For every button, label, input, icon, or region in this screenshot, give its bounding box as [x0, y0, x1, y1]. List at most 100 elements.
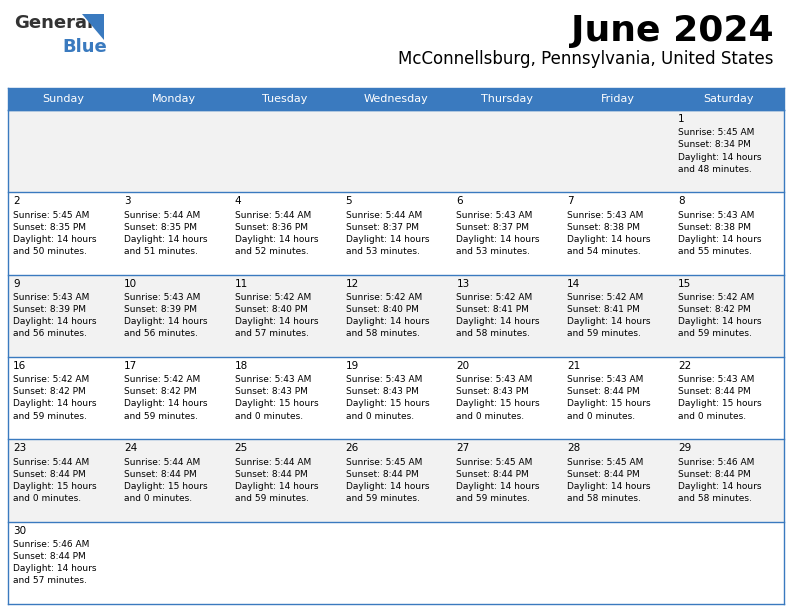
- Text: Sunrise: 5:43 AM: Sunrise: 5:43 AM: [234, 375, 311, 384]
- Text: and 0 minutes.: and 0 minutes.: [456, 412, 524, 420]
- Text: Daylight: 14 hours: Daylight: 14 hours: [678, 317, 762, 326]
- Text: Sunset: 8:43 PM: Sunset: 8:43 PM: [345, 387, 418, 397]
- Text: Daylight: 14 hours: Daylight: 14 hours: [124, 400, 208, 408]
- Text: and 57 minutes.: and 57 minutes.: [234, 329, 309, 338]
- Text: and 53 minutes.: and 53 minutes.: [456, 247, 531, 256]
- Text: Daylight: 14 hours: Daylight: 14 hours: [678, 152, 762, 162]
- Text: Sunrise: 5:44 AM: Sunrise: 5:44 AM: [234, 458, 311, 466]
- Text: Daylight: 15 hours: Daylight: 15 hours: [345, 400, 429, 408]
- Text: Daylight: 14 hours: Daylight: 14 hours: [234, 235, 318, 244]
- Text: Sunrise: 5:42 AM: Sunrise: 5:42 AM: [234, 293, 311, 302]
- Text: 9: 9: [13, 278, 20, 289]
- Text: June 2024: June 2024: [571, 14, 774, 48]
- Text: and 58 minutes.: and 58 minutes.: [567, 494, 642, 503]
- Text: and 53 minutes.: and 53 minutes.: [345, 247, 420, 256]
- Text: Sunset: 8:42 PM: Sunset: 8:42 PM: [124, 387, 196, 397]
- Text: and 56 minutes.: and 56 minutes.: [13, 329, 87, 338]
- Text: McConnellsburg, Pennsylvania, United States: McConnellsburg, Pennsylvania, United Sta…: [398, 50, 774, 68]
- Text: Sunset: 8:44 PM: Sunset: 8:44 PM: [13, 552, 86, 561]
- Text: 19: 19: [345, 361, 359, 371]
- Text: 4: 4: [234, 196, 242, 206]
- Text: Sunset: 8:36 PM: Sunset: 8:36 PM: [234, 223, 308, 232]
- Text: 20: 20: [456, 361, 470, 371]
- Text: Friday: Friday: [600, 94, 634, 104]
- Text: Saturday: Saturday: [703, 94, 754, 104]
- Text: 15: 15: [678, 278, 691, 289]
- Text: Sunset: 8:39 PM: Sunset: 8:39 PM: [13, 305, 86, 314]
- Text: 13: 13: [456, 278, 470, 289]
- Text: and 50 minutes.: and 50 minutes.: [13, 247, 87, 256]
- Text: 29: 29: [678, 443, 691, 453]
- Bar: [8, 275, 784, 357]
- Text: and 48 minutes.: and 48 minutes.: [678, 165, 752, 174]
- Text: Daylight: 14 hours: Daylight: 14 hours: [456, 235, 540, 244]
- Text: Sunrise: 5:45 AM: Sunrise: 5:45 AM: [345, 458, 422, 466]
- Text: Sunrise: 5:44 AM: Sunrise: 5:44 AM: [234, 211, 311, 220]
- Text: and 59 minutes.: and 59 minutes.: [456, 494, 531, 503]
- Text: and 52 minutes.: and 52 minutes.: [234, 247, 308, 256]
- Text: Daylight: 14 hours: Daylight: 14 hours: [345, 482, 429, 491]
- Text: 17: 17: [124, 361, 137, 371]
- Bar: [8, 192, 784, 275]
- Text: 21: 21: [567, 361, 581, 371]
- Text: Thursday: Thursday: [481, 94, 533, 104]
- Text: Daylight: 14 hours: Daylight: 14 hours: [567, 482, 651, 491]
- Text: Sunset: 8:37 PM: Sunset: 8:37 PM: [456, 223, 529, 232]
- Text: Sunset: 8:41 PM: Sunset: 8:41 PM: [567, 305, 640, 314]
- Bar: [8, 357, 784, 439]
- Text: Sunrise: 5:44 AM: Sunrise: 5:44 AM: [345, 211, 422, 220]
- Text: 30: 30: [13, 526, 26, 536]
- Text: 6: 6: [456, 196, 463, 206]
- Text: 5: 5: [345, 196, 352, 206]
- Text: Sunrise: 5:45 AM: Sunrise: 5:45 AM: [13, 211, 89, 220]
- Text: 14: 14: [567, 278, 581, 289]
- Text: and 56 minutes.: and 56 minutes.: [124, 329, 198, 338]
- Text: and 59 minutes.: and 59 minutes.: [345, 494, 420, 503]
- Text: Daylight: 14 hours: Daylight: 14 hours: [13, 317, 97, 326]
- Text: Sunrise: 5:46 AM: Sunrise: 5:46 AM: [13, 540, 89, 549]
- Polygon shape: [82, 14, 104, 40]
- Text: Daylight: 14 hours: Daylight: 14 hours: [13, 235, 97, 244]
- Text: Sunrise: 5:43 AM: Sunrise: 5:43 AM: [678, 375, 755, 384]
- Text: and 59 minutes.: and 59 minutes.: [567, 329, 642, 338]
- Text: Daylight: 14 hours: Daylight: 14 hours: [567, 235, 651, 244]
- Text: Daylight: 14 hours: Daylight: 14 hours: [345, 235, 429, 244]
- Text: Sunset: 8:35 PM: Sunset: 8:35 PM: [124, 223, 197, 232]
- Text: and 58 minutes.: and 58 minutes.: [456, 329, 531, 338]
- Text: 26: 26: [345, 443, 359, 453]
- Text: Daylight: 14 hours: Daylight: 14 hours: [567, 317, 651, 326]
- Text: and 0 minutes.: and 0 minutes.: [124, 494, 192, 503]
- Text: Daylight: 14 hours: Daylight: 14 hours: [678, 235, 762, 244]
- Text: 27: 27: [456, 443, 470, 453]
- Text: Monday: Monday: [152, 94, 196, 104]
- Bar: [8, 110, 784, 192]
- Text: and 59 minutes.: and 59 minutes.: [678, 329, 752, 338]
- Text: and 0 minutes.: and 0 minutes.: [345, 412, 413, 420]
- Text: Sunset: 8:34 PM: Sunset: 8:34 PM: [678, 140, 751, 149]
- Text: Daylight: 15 hours: Daylight: 15 hours: [567, 400, 651, 408]
- Text: Daylight: 14 hours: Daylight: 14 hours: [124, 235, 208, 244]
- Text: Sunset: 8:44 PM: Sunset: 8:44 PM: [567, 470, 640, 479]
- Text: Wednesday: Wednesday: [364, 94, 428, 104]
- Text: Sunrise: 5:45 AM: Sunrise: 5:45 AM: [456, 458, 533, 466]
- Text: Daylight: 14 hours: Daylight: 14 hours: [234, 482, 318, 491]
- Text: Daylight: 15 hours: Daylight: 15 hours: [13, 482, 97, 491]
- Text: Sunset: 8:43 PM: Sunset: 8:43 PM: [456, 387, 529, 397]
- Text: Sunrise: 5:44 AM: Sunrise: 5:44 AM: [124, 458, 200, 466]
- Text: Sunrise: 5:43 AM: Sunrise: 5:43 AM: [456, 211, 533, 220]
- Text: Daylight: 14 hours: Daylight: 14 hours: [124, 317, 208, 326]
- Bar: [8, 521, 784, 604]
- Text: and 59 minutes.: and 59 minutes.: [234, 494, 309, 503]
- Text: General: General: [14, 14, 93, 32]
- Text: Daylight: 14 hours: Daylight: 14 hours: [345, 317, 429, 326]
- Text: Sunset: 8:44 PM: Sunset: 8:44 PM: [13, 470, 86, 479]
- Text: 22: 22: [678, 361, 691, 371]
- Text: 24: 24: [124, 443, 137, 453]
- Text: and 0 minutes.: and 0 minutes.: [567, 412, 635, 420]
- Text: 7: 7: [567, 196, 574, 206]
- Text: Daylight: 14 hours: Daylight: 14 hours: [234, 317, 318, 326]
- Text: Daylight: 14 hours: Daylight: 14 hours: [456, 482, 540, 491]
- Text: and 0 minutes.: and 0 minutes.: [13, 494, 81, 503]
- Text: 1: 1: [678, 114, 685, 124]
- Bar: [8, 88, 784, 110]
